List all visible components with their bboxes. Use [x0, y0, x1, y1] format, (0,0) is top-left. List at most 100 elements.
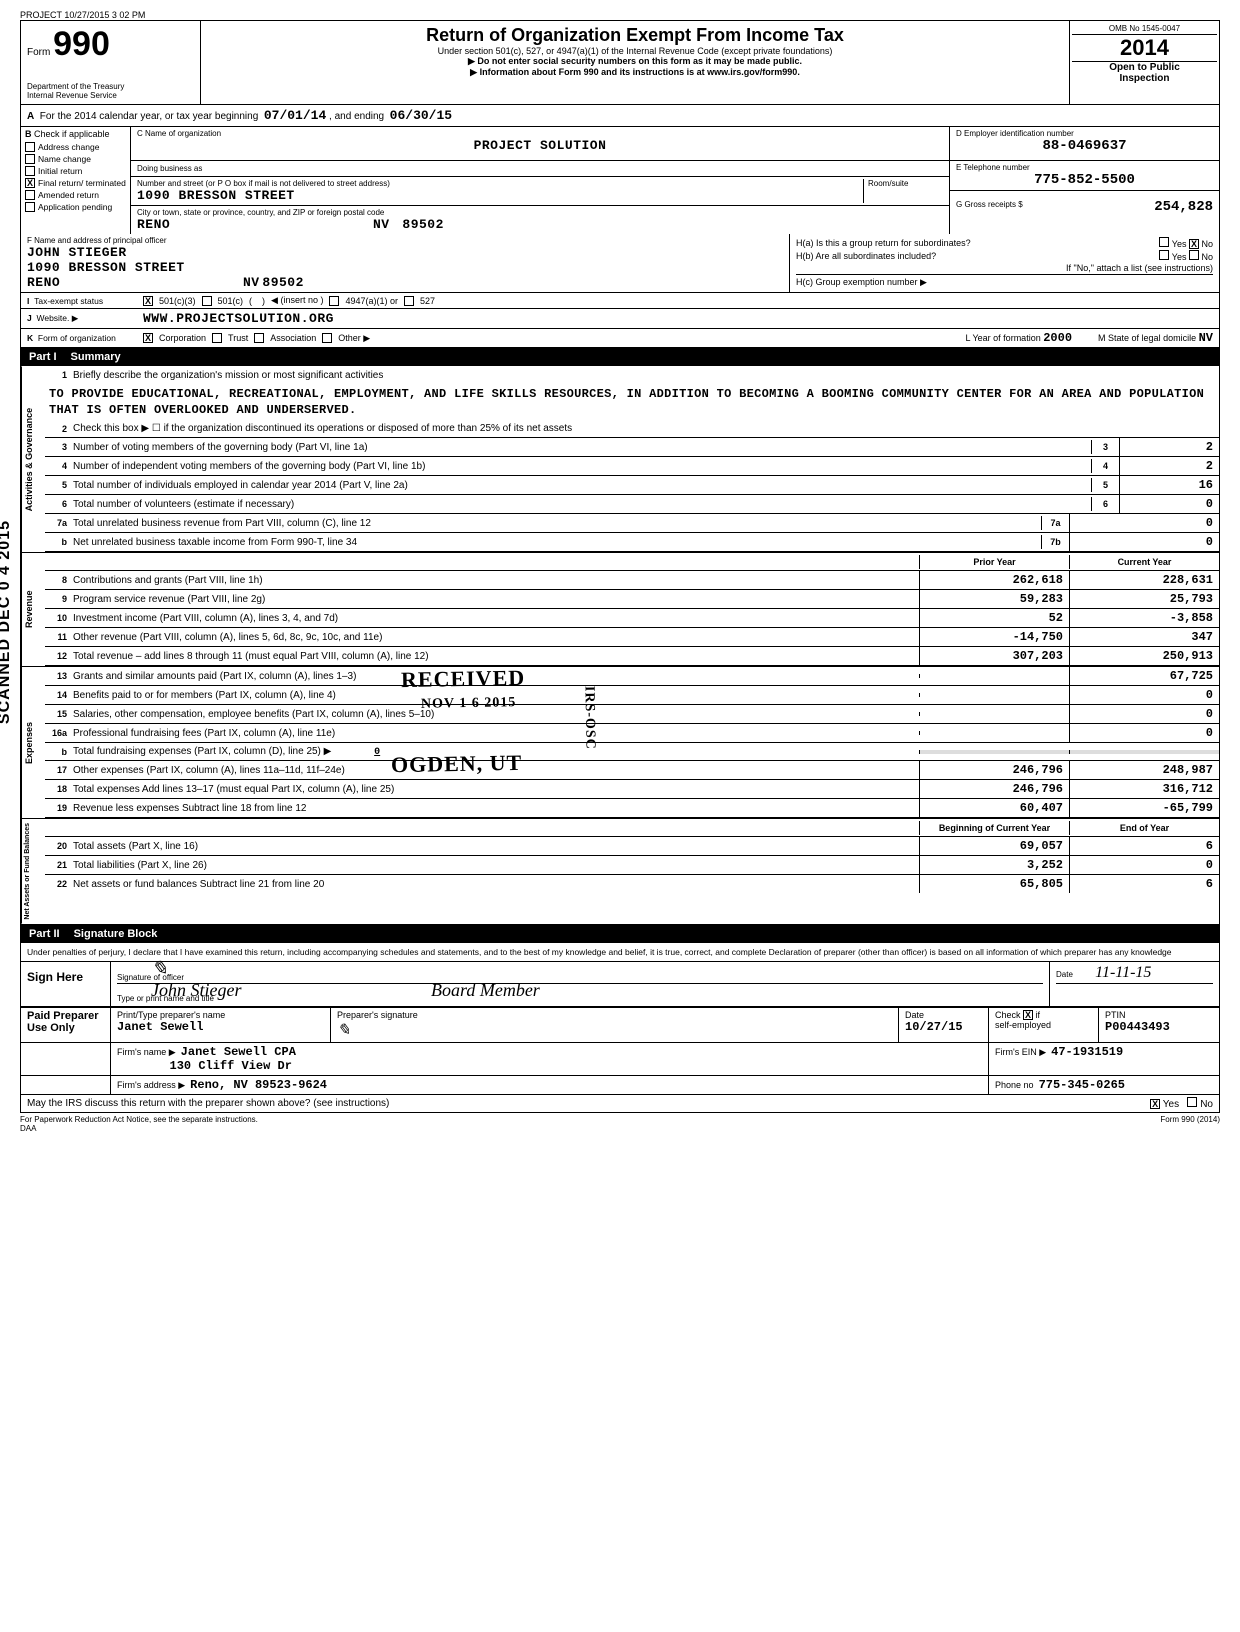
officer-printed: John Stieger	[151, 980, 241, 1001]
opt-corp: Corporation	[159, 333, 206, 343]
org-name: PROJECT SOLUTION	[137, 138, 943, 153]
row-a-text: For the 2014 calendar year, or tax year …	[40, 111, 258, 122]
checkbox[interactable]	[25, 202, 35, 212]
ptin-label: PTIN	[1105, 1010, 1213, 1020]
trust-box[interactable]	[212, 333, 222, 343]
501c3-box[interactable]: X	[143, 296, 153, 306]
checkbox[interactable]	[25, 154, 35, 164]
checkbox-label: Final return/ terminated	[38, 178, 126, 188]
dba-label: Doing business as	[137, 164, 202, 173]
j-letter: J	[27, 313, 32, 323]
checkbox[interactable]	[25, 166, 35, 176]
side-expenses: Expenses	[21, 667, 45, 818]
hb-note: If "No," attach a list (see instructions…	[1066, 263, 1213, 273]
ha-no-box[interactable]: X	[1189, 239, 1199, 249]
received-date-stamp: NOV 1 6 2015	[421, 695, 517, 713]
opt-other: Other ▶	[338, 333, 370, 344]
net-line: 21Total liabilities (Part X, line 26)3,2…	[45, 856, 1219, 875]
501c-box[interactable]	[202, 296, 212, 306]
zip-value: 89502	[402, 217, 444, 232]
expense-line: 13Grants and similar amounts paid (Part …	[45, 667, 1219, 686]
expense-line: 14Benefits paid to or for members (Part …	[45, 686, 1219, 705]
527-box[interactable]	[404, 296, 414, 306]
officer-zip: 89502	[262, 275, 304, 290]
col-c: C Name of organization PROJECT SOLUTION …	[131, 127, 949, 234]
summary-line: bNet unrelated business taxable income f…	[45, 533, 1219, 552]
opt-527: 527	[420, 296, 435, 306]
signature-block: Under penalties of perjury, I declare th…	[20, 943, 1220, 1008]
checkbox-row: Application pending	[21, 201, 130, 213]
firm-name: Janet Sewell CPA	[181, 1045, 296, 1059]
opt-trust: Trust	[228, 333, 248, 343]
officer-label: F Name and address of principal officer	[27, 236, 783, 245]
col-b-hdr: Check if applicable	[34, 129, 110, 139]
paperwork-notice: For Paperwork Reduction Act Notice, see …	[20, 1115, 258, 1124]
officer-street: 1090 BRESSON STREET	[27, 260, 783, 275]
phone-label: Phone no	[995, 1080, 1034, 1090]
firm-phone: 775-345-0265	[1039, 1078, 1125, 1092]
discuss-text: May the IRS discuss this return with the…	[27, 1098, 389, 1109]
discuss-no-box[interactable]	[1187, 1097, 1197, 1107]
net-line: 22Net assets or fund balances Subtract l…	[45, 875, 1219, 893]
4947-box[interactable]	[329, 296, 339, 306]
officer-state: NV	[243, 275, 260, 290]
city-label: City or town, state or province, country…	[137, 208, 943, 217]
opt-4947: 4947(a)(1) or	[345, 296, 398, 306]
declaration-text: Under penalties of perjury, I declare th…	[21, 943, 1219, 962]
col-b-letter: B	[25, 129, 32, 139]
k-label: Form of organization	[38, 333, 116, 343]
assoc-box[interactable]	[254, 333, 264, 343]
ogden-stamp: OGDEN, UT	[391, 750, 523, 778]
corp-box[interactable]: X	[143, 333, 153, 343]
firm-name-label: Firm's name ▶	[117, 1047, 176, 1057]
checkbox-row: Address change	[21, 141, 130, 153]
i-label: Tax-exempt status	[34, 296, 103, 306]
project-timestamp: PROJECT 10/27/2015 3 02 PM	[20, 10, 1220, 20]
summary-line: 3Number of voting members of the governi…	[45, 438, 1219, 457]
discuss-row: May the IRS discuss this return with the…	[20, 1095, 1220, 1113]
self-employed-box[interactable]: X	[1023, 1010, 1033, 1020]
gross-value: 254,828	[1154, 199, 1213, 215]
part-ii-num: Part II	[29, 928, 60, 940]
side-net: Net Assets or Fund Balances	[21, 819, 45, 924]
hb-no-box[interactable]	[1189, 250, 1199, 260]
expense-line: 16aProfessional fundraising fees (Part I…	[45, 724, 1219, 743]
opt-501c3: 501(c)(3)	[159, 296, 196, 306]
org-name-label: C Name of organization	[137, 129, 943, 138]
other-box[interactable]	[322, 333, 332, 343]
checkbox-label: Amended return	[38, 190, 99, 200]
checkbox[interactable]	[25, 142, 35, 152]
self-employed-label: self-employed	[995, 1020, 1051, 1030]
discuss-yes-box[interactable]: X	[1150, 1099, 1160, 1109]
summary-body: RECEIVED NOV 1 6 2015 OGDEN, UT IRS-OSC …	[20, 366, 1220, 925]
open-public-1: Open to Public	[1072, 62, 1217, 73]
form-subtitle: Under section 501(c), 527, or 4947(a)(1)…	[207, 46, 1063, 56]
ha-yes-box[interactable]	[1159, 237, 1169, 247]
part-i-num: Part I	[29, 351, 57, 363]
year-formation: 2000	[1043, 331, 1072, 345]
row-f: F Name and address of principal officer …	[20, 234, 1220, 293]
hb-yes-box[interactable]	[1159, 250, 1169, 260]
state-domicile: NV	[1199, 331, 1213, 345]
info-note: ▶ Information about Form 990 and its ins…	[207, 67, 1063, 78]
line2-text: Check this box ▶ ☐ if the organization d…	[71, 421, 1219, 436]
part-i-title: Summary	[71, 351, 121, 363]
form-title: Return of Organization Exempt From Incom…	[207, 25, 1063, 46]
discuss-yes: Yes	[1163, 1099, 1179, 1110]
website-value: WWW.PROJECTSOLUTION.ORG	[143, 311, 334, 326]
row-a-letter: A	[27, 111, 34, 122]
revenue-line: 8Contributions and grants (Part VIII, li…	[45, 571, 1219, 590]
summary-line: 7aTotal unrelated business revenue from …	[45, 514, 1219, 533]
checkbox[interactable]: X	[25, 178, 35, 188]
section-bcd: B Check if applicable Address changeName…	[20, 127, 1220, 234]
checkbox[interactable]	[25, 190, 35, 200]
street-value: 1090 BRESSON STREET	[137, 188, 863, 203]
col-prior: Prior Year	[919, 555, 1069, 569]
row-k: K Form of organization XCorporation Trus…	[20, 329, 1220, 348]
hc-label: H(c) Group exemption number ▶	[796, 277, 927, 288]
firm-ein-label: Firm's EIN ▶	[995, 1047, 1046, 1057]
col-b: B Check if applicable Address changeName…	[21, 127, 131, 234]
part-ii-title: Signature Block	[74, 928, 158, 940]
firm-ein: 47-1931519	[1051, 1045, 1123, 1059]
prep-name-label: Print/Type preparer's name	[117, 1010, 324, 1020]
